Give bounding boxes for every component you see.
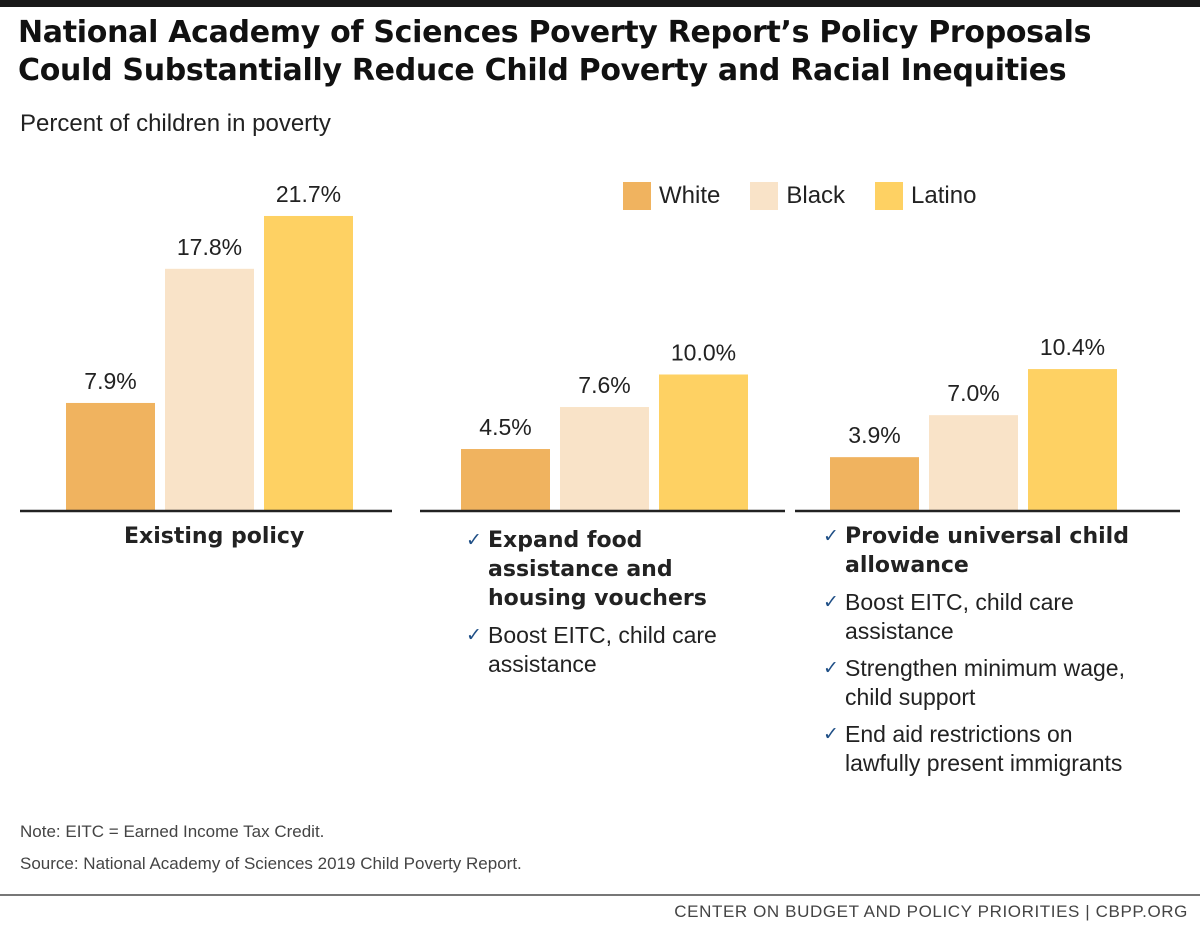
data-label-black-group-1: 17.8%: [177, 234, 242, 260]
data-label-latino-group-2: 10.0%: [671, 340, 736, 366]
bar-latino-group-2: [659, 374, 748, 510]
category-label-existing-policy: Existing policy: [124, 522, 304, 559]
data-label-latino-group-3: 10.4%: [1040, 334, 1105, 360]
policy-item-text: Provide universal child allowance: [845, 524, 1129, 578]
policy-item: ✓ Strengthen minimum wage, child support: [823, 654, 1153, 712]
legend-label-latino: Latino: [911, 182, 977, 209]
chart-title: National Academy of Sciences Poverty Rep…: [18, 14, 1188, 90]
policy-item: Existing policy: [124, 522, 304, 551]
checkmark-icon: ✓: [823, 657, 839, 679]
chart-title-line-2: Could Substantially Reduce Child Poverty…: [18, 53, 1067, 88]
checkmark-icon: ✓: [823, 525, 839, 547]
legend-label-white: White: [659, 182, 721, 209]
legend-item-white: White: [623, 182, 720, 210]
policy-item: ✓ Provide universal child allowance: [823, 522, 1153, 580]
bar-black-group-3: [929, 415, 1018, 510]
category-label-child-allowance: ✓ Provide universal child allowance ✓ Boost…: [823, 522, 1153, 786]
legend-swatch-white: [623, 182, 651, 210]
legend-item-black: Black: [750, 182, 845, 210]
top-rule: [0, 0, 1200, 7]
bar-black-group-1: [165, 268, 254, 510]
category-label-food-housing: ✓ Expand food assistance and housing vouc…: [466, 526, 766, 687]
policy-item: ✓ End aid restrictions on lawfully presen…: [823, 720, 1153, 778]
data-label-white-group-2: 4.5%: [479, 414, 531, 440]
policy-item-text: End aid restrictions on lawfully present…: [845, 721, 1123, 776]
policy-item-text: Strengthen minimum wage, child support: [845, 655, 1125, 710]
data-label-black-group-3: 7.0%: [947, 380, 999, 406]
source-text: Source: National Academy of Sciences 201…: [20, 854, 522, 873]
checkmark-icon: ✓: [823, 723, 839, 745]
data-label-latino-group-1: 21.7%: [276, 181, 341, 207]
policy-item-text: Boost EITC, child care assistance: [845, 589, 1074, 644]
checkmark-icon: ✓: [823, 591, 839, 613]
bar-white-group-2: [461, 449, 550, 510]
chart-subtitle: Percent of children in poverty: [20, 110, 331, 137]
policy-item: ✓ Boost EITC, child care assistance: [823, 588, 1153, 646]
policy-item: ✓ Expand food assistance and housing vouc…: [466, 526, 766, 613]
bar-latino-group-3: [1028, 369, 1117, 510]
footer-credit: CENTER ON BUDGET AND POLICY PRIORITIES |…: [674, 902, 1188, 921]
legend: White Black Latino: [623, 180, 1006, 212]
bottom-rule: [0, 894, 1200, 896]
policy-item-text: Expand food assistance and housing vouch…: [488, 528, 707, 611]
data-label-black-group-2: 7.6%: [578, 372, 630, 398]
legend-item-latino: Latino: [875, 182, 976, 210]
bar-white-group-3: [830, 457, 919, 510]
bar-white-group-1: [66, 402, 155, 510]
data-label-white-group-1: 7.9%: [84, 368, 136, 394]
bar-black-group-2: [560, 407, 649, 510]
notes: Note: EITC = Earned Income Tax Credit. S…: [20, 822, 522, 886]
policy-item-text: Boost EITC, child care assistance: [488, 622, 717, 677]
bar-chart: 7.9% 17.8% 21.7% 4.5% 7.6% 10.0% 3.9% 7.0% 10.4%: [20, 181, 1180, 513]
policy-item: ✓ Boost EITC, child care assistance: [466, 621, 766, 679]
checkmark-icon: ✓: [466, 624, 482, 646]
legend-label-black: Black: [786, 182, 846, 209]
legend-swatch-black: [750, 182, 779, 210]
policy-item-text: Existing policy: [124, 524, 305, 549]
note-text: Note: EITC = Earned Income Tax Credit.: [20, 822, 325, 841]
data-label-white-group-3: 3.9%: [848, 422, 900, 448]
legend-swatch-latino: [875, 182, 904, 210]
bar-latino-group-1: [264, 215, 353, 510]
chart-title-line-1: National Academy of Sciences Poverty Rep…: [18, 15, 1092, 50]
checkmark-icon: ✓: [466, 529, 482, 551]
